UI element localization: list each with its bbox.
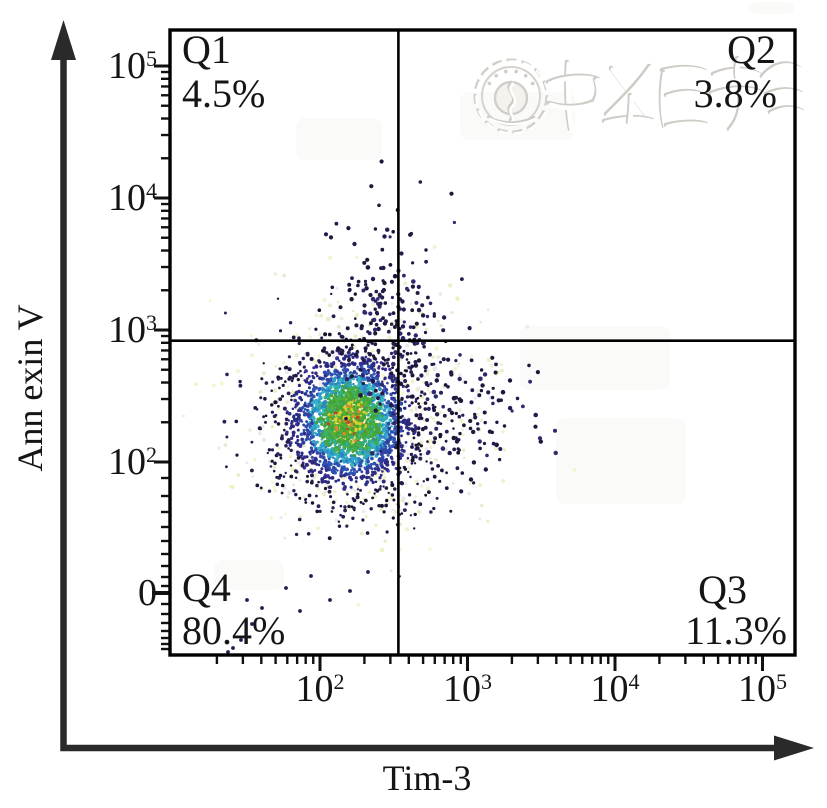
quadrant-q2-percent: 3.8% xyxy=(693,71,777,116)
y-tick-label: 105 xyxy=(107,45,157,87)
x-axis-arrowhead-icon xyxy=(774,735,814,761)
quadrant-q1-label: Q1 xyxy=(182,27,231,72)
x-tick-label: 105 xyxy=(737,668,788,710)
plot-frame xyxy=(168,28,797,657)
quadrant-q2-label: Q2 xyxy=(727,27,776,72)
quadrant-gate-lines xyxy=(170,30,795,655)
medical-association-emblem-icon xyxy=(473,58,550,135)
y-tick-label: 103 xyxy=(107,309,157,351)
quadrant-q1-percent: 4.5% xyxy=(182,71,266,116)
quadrant-q3-label: Q3 xyxy=(698,567,747,612)
watermark xyxy=(473,55,807,135)
y-tick-label: 0 xyxy=(138,572,157,614)
y-axis-arrowhead-icon xyxy=(51,20,76,60)
quadrant-q4-label: Q4 xyxy=(182,565,231,610)
y-tick-label: 102 xyxy=(107,441,157,483)
x-tick-label: 103 xyxy=(442,668,493,710)
quadrant-q4-percent: 80.4% xyxy=(182,608,286,653)
y-axis-title: Ann exin V xyxy=(10,304,50,472)
outer-axis-arrows xyxy=(51,20,814,761)
scatter-dots xyxy=(222,159,558,654)
x-axis-title: Tim-3 xyxy=(382,758,472,798)
watermark-calligraphy xyxy=(545,55,807,134)
paper-blotches xyxy=(214,2,794,590)
y-tick-label: 104 xyxy=(107,177,157,219)
x-tick-label: 104 xyxy=(590,668,640,710)
x-tick-label: 102 xyxy=(295,668,345,710)
quadrant-q3-percent: 11.3% xyxy=(685,608,787,653)
